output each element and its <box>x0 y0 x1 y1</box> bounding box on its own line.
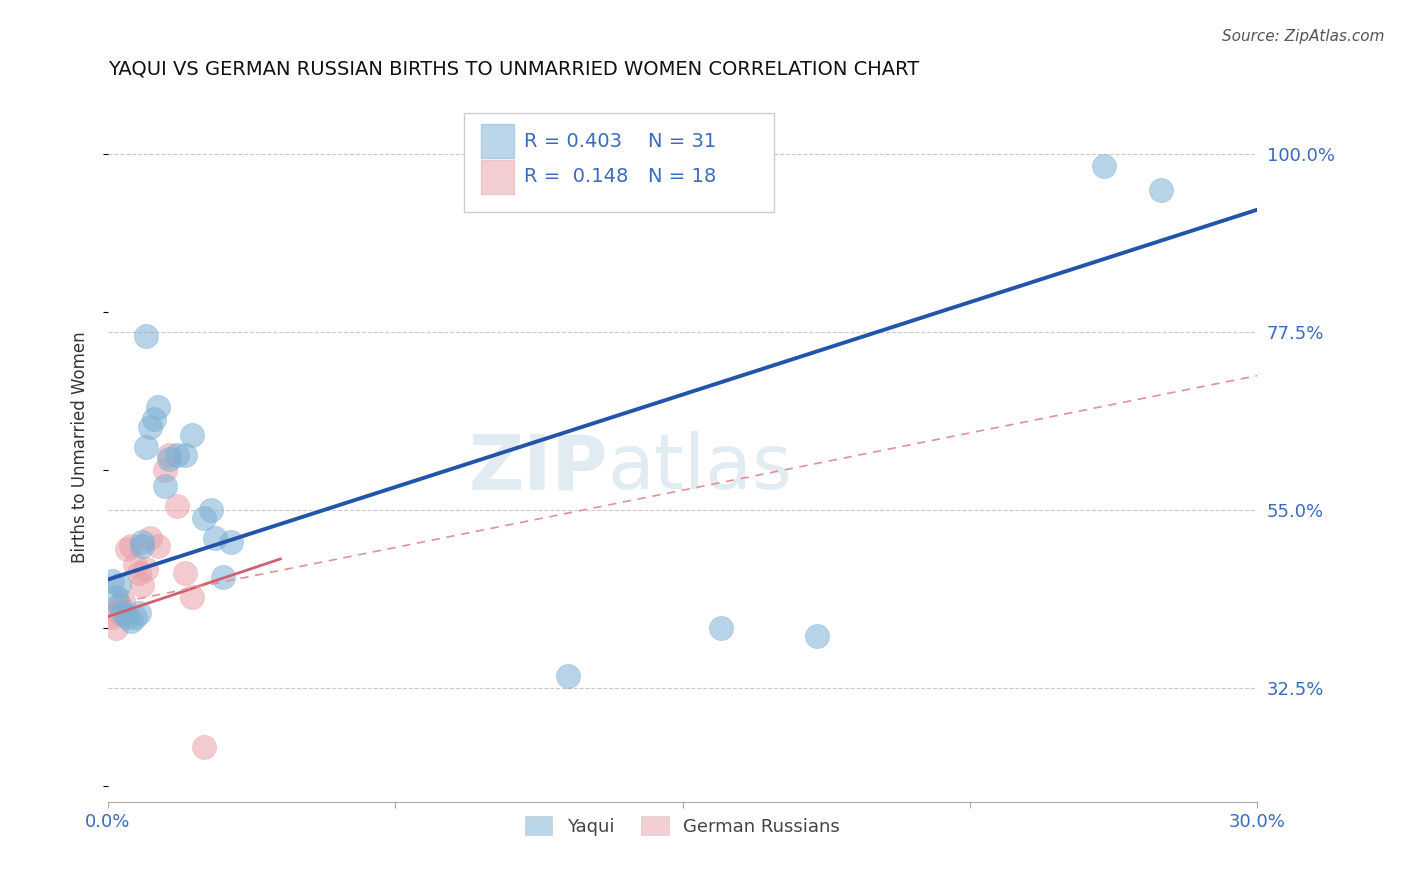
Point <box>146 539 169 553</box>
Point <box>108 606 131 620</box>
Point <box>124 609 146 624</box>
Y-axis label: Births to Unmarried Women: Births to Unmarried Women <box>72 331 89 563</box>
Point <box>108 598 131 612</box>
Text: N = 31: N = 31 <box>648 131 716 151</box>
Point <box>101 609 124 624</box>
Point <box>135 440 157 454</box>
Point <box>135 562 157 576</box>
Point <box>557 669 579 683</box>
FancyBboxPatch shape <box>481 160 513 194</box>
Point <box>120 614 142 628</box>
Point <box>108 578 131 592</box>
Point <box>200 503 222 517</box>
Point <box>139 420 162 434</box>
Point <box>193 511 215 525</box>
Point <box>135 329 157 343</box>
Point <box>131 534 153 549</box>
Legend: Yaqui, German Russians: Yaqui, German Russians <box>517 809 846 843</box>
Point <box>173 448 195 462</box>
Point <box>193 739 215 754</box>
Point <box>204 531 226 545</box>
Text: R = 0.403: R = 0.403 <box>524 131 621 151</box>
Point <box>112 594 135 608</box>
Point <box>142 412 165 426</box>
Point <box>212 570 235 584</box>
Point <box>115 542 138 557</box>
Text: Source: ZipAtlas.com: Source: ZipAtlas.com <box>1222 29 1385 44</box>
Point <box>155 463 177 477</box>
Text: N = 18: N = 18 <box>648 167 716 186</box>
FancyBboxPatch shape <box>481 124 513 158</box>
Point <box>112 606 135 620</box>
Point <box>128 606 150 620</box>
Text: YAQUI VS GERMAN RUSSIAN BIRTHS TO UNMARRIED WOMEN CORRELATION CHART: YAQUI VS GERMAN RUSSIAN BIRTHS TO UNMARR… <box>108 60 920 78</box>
Text: R =  0.148: R = 0.148 <box>524 167 628 186</box>
Point <box>173 566 195 581</box>
Point <box>104 590 127 604</box>
Point <box>146 401 169 415</box>
Point <box>1092 159 1115 173</box>
Point <box>1150 183 1173 197</box>
Point <box>157 448 180 462</box>
Point <box>710 622 733 636</box>
Point <box>166 499 188 513</box>
Point <box>131 578 153 592</box>
Point <box>101 574 124 588</box>
Point <box>128 566 150 581</box>
Point <box>219 534 242 549</box>
Point <box>166 448 188 462</box>
Text: ZIP: ZIP <box>468 431 607 505</box>
Point <box>131 539 153 553</box>
Point <box>181 590 204 604</box>
Text: atlas: atlas <box>607 431 793 505</box>
FancyBboxPatch shape <box>464 112 775 212</box>
Point <box>139 531 162 545</box>
Point <box>157 451 180 466</box>
Point <box>120 539 142 553</box>
Point <box>104 622 127 636</box>
Point <box>155 479 177 493</box>
Point <box>115 609 138 624</box>
Point <box>181 428 204 442</box>
Point <box>124 558 146 573</box>
Point <box>806 629 828 643</box>
